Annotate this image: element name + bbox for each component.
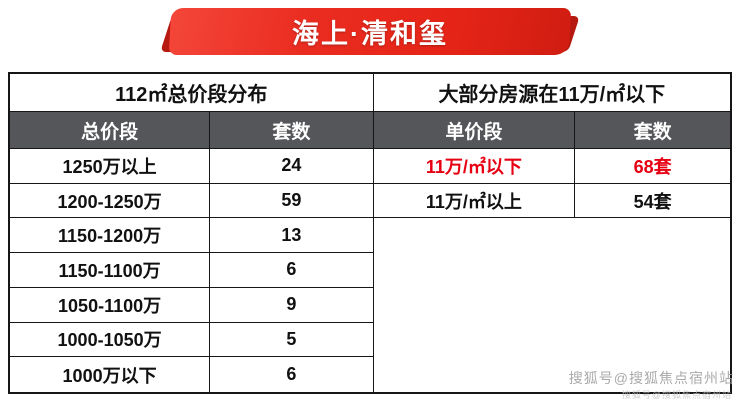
table-cell: 9 [210, 287, 374, 323]
table-cell: 13 [210, 218, 374, 254]
table-cell: 1000万以下 [10, 357, 211, 392]
table-cell: 1200-1250万 [10, 183, 211, 219]
table-cell: 1000-1050万 [10, 322, 211, 358]
table-cell: 1250万以上 [10, 149, 211, 184]
watermark-text-small: 搜狐号@搜狐焦点宿州站 [621, 390, 732, 400]
table-cell: 5 [210, 322, 374, 358]
right-col-header-price: 单价段 [373, 112, 576, 149]
right-col-header-units: 套数 [575, 112, 730, 149]
table-cell: 6 [210, 253, 374, 288]
title-banner: 海上·清和玺 [168, 8, 572, 55]
table-cell: 24 [210, 149, 374, 184]
table-cell: 11万/㎡以上 [373, 183, 576, 219]
table-cell: 6 [210, 357, 374, 392]
title-banner-ribbon: 海上·清和玺 [168, 8, 572, 55]
left-col-header-units: 套数 [210, 112, 374, 149]
table-cell: 59 [210, 183, 374, 219]
table-cell: 1050-1100万 [10, 287, 211, 323]
table-cell: 1150-1100万 [10, 253, 211, 288]
watermark-text: 搜狐号@搜狐焦点宿州站 [568, 370, 734, 386]
left-col-header-price: 总价段 [10, 112, 211, 149]
table-cell-highlight: 68套 [575, 149, 730, 184]
empty-region [374, 218, 730, 392]
table-cell: 54套 [575, 184, 730, 219]
table-cell-highlight: 11万/㎡以下 [373, 149, 576, 184]
table-cell: 1150-1200万 [10, 218, 211, 254]
left-table-title: 112㎡总价段分布 [10, 74, 374, 112]
right-table-title: 大部分房源在11万/㎡以下 [373, 74, 730, 112]
price-distribution-table: 112㎡总价段分布 大部分房源在11万/㎡以下 总价段 套数 单价段 套数 12… [8, 72, 732, 394]
page-title: 海上·清和玺 [292, 19, 448, 49]
